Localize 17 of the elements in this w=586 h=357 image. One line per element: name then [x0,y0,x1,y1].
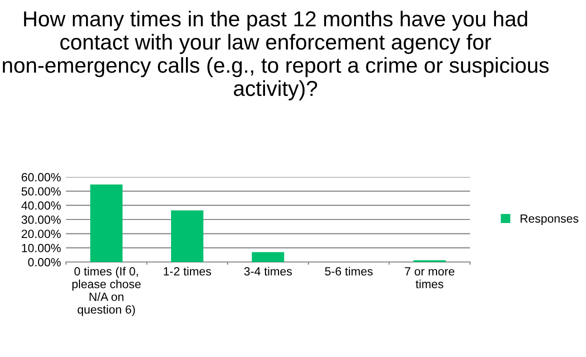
y-tick-label: 30.00% [22,216,61,224]
y-tick-label: 60.00% [22,173,61,182]
x-tick-label: 7 or more times [404,267,454,288]
y-tick-label: 10.00% [22,244,61,252]
y-tick-label: 20.00% [22,230,61,238]
x-tick-label: 0 times (If 0, please chose N/A on question 6) [72,266,141,316]
bar [90,184,123,262]
legend-label: Responses [520,214,578,226]
x-tick-label: 5-6 times [325,266,373,276]
chart-title: How many times in the past 12 months have you had contact with your law enforcement agency for non-emergency calls (e.g., to report a crime or suspicious activity)? [2,10,549,100]
bar [252,252,284,262]
x-tick-label: 1-2 times [164,266,212,276]
y-tick-label: 50.00% [22,187,61,196]
y-tick-label: 40.00% [21,201,61,210]
bar [171,210,204,262]
x-tick-label: 3-4 times [244,266,292,276]
y-tick-label: 0.00% [28,258,61,266]
